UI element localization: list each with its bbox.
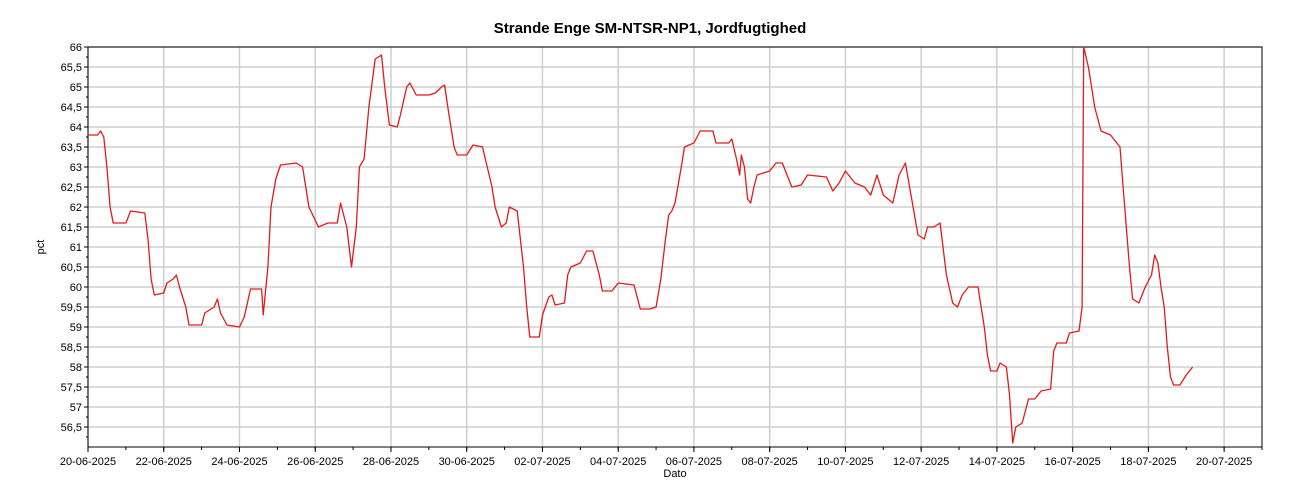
x-tick-label: 20-07-2025 bbox=[1196, 456, 1252, 468]
y-axis: 56,5 57 57,5 58 58,5 59 59,5 60 60,5 61 61,5 62 62,5… bbox=[61, 42, 88, 438]
y-axis-title: pct bbox=[35, 240, 47, 255]
x-tick-label: 04-07-2025 bbox=[590, 456, 646, 468]
y-tick-label: 66 bbox=[70, 42, 82, 54]
y-tick-label: 60,5 bbox=[61, 262, 82, 274]
y-tick-label: 63,5 bbox=[61, 142, 82, 154]
x-tick-label: 18-07-2025 bbox=[1120, 456, 1176, 468]
x-tick-label: 30-06-2025 bbox=[439, 456, 495, 468]
y-tick-label: 56,5 bbox=[61, 422, 82, 434]
x-tick-label: 08-07-2025 bbox=[742, 456, 798, 468]
x-tick-label: 22-06-2025 bbox=[136, 456, 192, 468]
y-tick-label: 65 bbox=[70, 82, 82, 94]
gridlines bbox=[87, 46, 1262, 447]
x-tick-label: 20-06-2025 bbox=[60, 456, 116, 468]
y-tick-label: 64,5 bbox=[61, 102, 82, 114]
y-tick-label: 59,5 bbox=[61, 302, 82, 314]
x-tick-label: 10-07-2025 bbox=[817, 456, 873, 468]
y-tick-label: 58,5 bbox=[61, 342, 82, 354]
y-tick-label: 64 bbox=[70, 122, 82, 134]
x-tick-label: 14-07-2025 bbox=[969, 456, 1025, 468]
x-tick-label: 28-06-2025 bbox=[363, 456, 419, 468]
y-tick-label: 60 bbox=[70, 282, 82, 294]
x-axis: 20-06-2025 22-06-2025 24-06-2025 26-06-2025… bbox=[60, 447, 1263, 468]
y-tick-label: 65,5 bbox=[61, 62, 82, 74]
x-tick-label: 24-06-2025 bbox=[211, 456, 267, 468]
y-tick-label: 61,5 bbox=[61, 222, 82, 234]
y-tick-label: 61 bbox=[70, 242, 82, 254]
series-layer bbox=[88, 46, 1194, 444]
x-tick-label: 16-07-2025 bbox=[1045, 456, 1101, 468]
y-tick-label: 58 bbox=[70, 362, 82, 374]
chart-title: Strande Enge SM-NTSR-NP1, Jordfugtighed bbox=[493, 20, 807, 37]
y-tick-label: 59 bbox=[70, 322, 82, 334]
y-tick-label: 62,5 bbox=[61, 182, 82, 194]
y-tick-label: 57,5 bbox=[61, 382, 82, 394]
y-tick-label: 63 bbox=[70, 162, 82, 174]
y-tick-label: 57 bbox=[70, 402, 82, 414]
x-tick-label: 06-07-2025 bbox=[666, 456, 722, 468]
x-tick-label: 26-06-2025 bbox=[287, 456, 343, 468]
y-tick-label: 62 bbox=[70, 202, 82, 214]
x-tick-label: 02-07-2025 bbox=[514, 456, 570, 468]
x-tick-label: 12-07-2025 bbox=[893, 456, 949, 468]
series-line bbox=[88, 46, 1194, 444]
x-axis-title: Dato bbox=[663, 468, 686, 480]
